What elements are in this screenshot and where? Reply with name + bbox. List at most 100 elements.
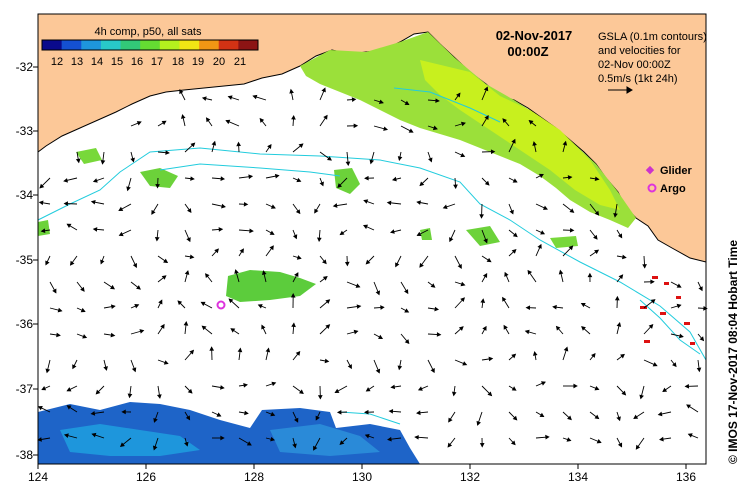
velocity-arrow-head: [324, 358, 330, 364]
velocity-arrow-head: [581, 326, 586, 331]
velocity-arrow-head: [511, 353, 517, 359]
velocity-arrow-head: [269, 230, 275, 235]
velocity-arrow-head: [594, 385, 600, 391]
velocity-arrow-head: [80, 307, 86, 313]
velocity-arrow-head: [580, 302, 586, 308]
cool-sst-region: [38, 402, 420, 464]
velocity-arrow-head: [270, 436, 276, 442]
velocity-arrow-head: [391, 176, 397, 182]
velocity-arrow-head: [220, 385, 225, 390]
y-tick-label: -34: [16, 188, 34, 202]
velocity-arrow-head: [220, 435, 225, 441]
velocity-arrow-head: [291, 322, 296, 328]
velocity-arrow-head: [387, 436, 392, 442]
velocity-arrow-head: [243, 383, 248, 388]
colorbar-tick-label: 13: [71, 56, 83, 68]
velocity-arrow-head: [184, 441, 189, 447]
velocity-arrow-head: [364, 434, 370, 439]
velocity-arrow-head: [502, 296, 507, 302]
velocity-arrow-head: [380, 305, 385, 310]
velocity-arrow-head: [321, 87, 326, 93]
colorbar-segment: [140, 40, 161, 50]
velocity-arrow-head: [488, 356, 494, 362]
velocity-arrow-head: [158, 299, 163, 305]
gsla-contours: [37, 87, 707, 425]
velocity-arrow-head: [616, 416, 621, 422]
velocity-arrow-head: [562, 140, 568, 146]
velocity-arrow-head: [63, 433, 69, 438]
velocity-arrow-head: [596, 439, 602, 444]
velocity-arrow-head: [620, 353, 625, 359]
velocity-arrow-head: [479, 214, 484, 219]
velocity-arrow-head: [676, 283, 682, 288]
gsla-note: GSLA (0.1m contours) and velocities for …: [598, 31, 707, 94]
velocity-arrow-head: [532, 351, 538, 356]
velocity-arrow-head: [447, 442, 453, 448]
velocity-arrow-head: [476, 420, 481, 426]
velocity-arrow-head: [183, 321, 189, 326]
velocity-arrow-head: [205, 273, 210, 279]
velocity-arrow-head: [355, 283, 361, 288]
velocity-arrow-head: [483, 238, 488, 244]
velocity-arrow-head: [80, 286, 85, 292]
velocity-arrow-head: [154, 236, 160, 242]
velocity-arrow-head: [230, 328, 236, 333]
velocity-arrow-head: [453, 184, 458, 190]
velocity-arrow-head: [92, 227, 98, 232]
velocity-arrow-head: [509, 209, 514, 215]
colorbar-tick-label: 19: [192, 56, 204, 68]
velocity-arrow-head: [511, 249, 517, 254]
velocity-arrow-head: [249, 228, 254, 234]
time-label: 00:00Z: [507, 44, 548, 59]
velocity-arrow-head: [325, 324, 331, 329]
velocity-arrow-head: [419, 262, 424, 268]
velocity-arrow-head: [177, 300, 183, 306]
velocity-arrow-head: [292, 234, 298, 240]
velocity-arrow-head: [635, 444, 641, 450]
velocity-arrow-head: [294, 417, 299, 423]
velocity-arrow-head: [261, 324, 266, 330]
velocity-arrow-head: [156, 394, 162, 399]
velocity-arrow-head: [512, 415, 518, 421]
velocity-arrow-head: [388, 408, 394, 414]
velocity-arrow-head: [504, 271, 509, 277]
velocity-arrow-head: [227, 95, 233, 100]
velocity-arrow-head: [317, 395, 323, 400]
colorbar-segment: [218, 40, 239, 50]
colorbar-segment: [42, 40, 63, 50]
velocity-arrow-head: [511, 386, 517, 391]
velocity-arrow-head: [378, 334, 384, 339]
velocity-arrow-head: [211, 140, 217, 146]
velocity-arrow-head: [512, 178, 518, 183]
scale-arrow-icon: [608, 86, 633, 94]
velocity-arrow-head: [314, 208, 319, 214]
velocity-arrow-head: [569, 227, 575, 233]
argo-float-marker: [216, 300, 226, 310]
velocity-arrow-head: [369, 159, 375, 165]
velocity-arrow-head: [267, 144, 272, 150]
velocity-arrow-head: [75, 158, 81, 164]
velocity-arrow-head: [220, 176, 226, 182]
velocity-arrow-head: [618, 274, 624, 280]
velocity-arrow-head: [186, 237, 191, 243]
velocity-arrow-head: [416, 200, 421, 205]
velocity-arrow-head: [189, 349, 195, 355]
velocity-arrow-head: [334, 388, 340, 393]
velocity-arrow-head: [364, 175, 369, 181]
glider-legend-label: Glider: [660, 165, 693, 177]
velocity-arrow-head: [566, 437, 572, 442]
velocity-arrow-head: [39, 183, 45, 189]
velocity-arrow-head: [187, 388, 193, 394]
velocity-arrow-head: [558, 269, 564, 275]
velocity-arrow-head: [37, 437, 42, 442]
velocity-arrow-head: [483, 86, 489, 92]
velocity-arrow-head: [621, 390, 627, 396]
x-tick-label: 130: [352, 470, 372, 484]
velocity-arrow-head: [417, 386, 423, 391]
velocity-arrow-head: [270, 204, 276, 209]
velocity-arrow-head: [614, 295, 620, 301]
colorbar-tick-label: 14: [91, 56, 103, 68]
plot-frame: [37, 13, 707, 465]
velocity-arrow-head: [594, 176, 600, 182]
velocity-arrow-head: [662, 387, 668, 393]
